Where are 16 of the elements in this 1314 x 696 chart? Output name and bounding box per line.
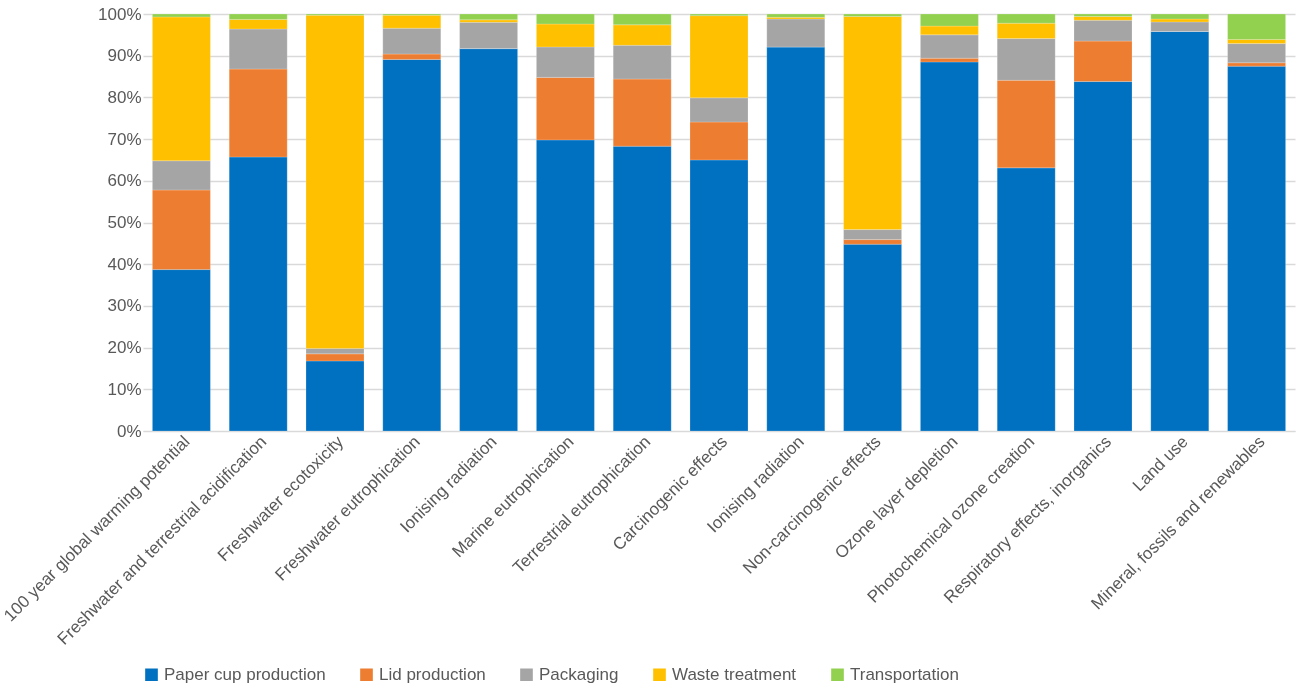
y-tick-label: 60% <box>107 171 142 191</box>
y-tick-label: 0% <box>116 421 142 441</box>
y-tick-label: 50% <box>107 213 142 232</box>
legend-label: Packaging <box>539 664 619 684</box>
y-tick-label: 10% <box>107 379 142 399</box>
legend-label: Waste treatment <box>672 664 797 684</box>
y-tick-label: 80% <box>107 87 142 107</box>
y-tick-label: 90% <box>107 46 142 66</box>
legend-label: Paper cup production <box>164 664 326 684</box>
legend-label: Lid production <box>379 664 486 684</box>
y-tick-label: 40% <box>107 254 142 274</box>
y-tick-label: 100% <box>98 4 142 24</box>
y-tick-label: 70% <box>107 129 142 149</box>
y-tick-label: 20% <box>107 338 142 358</box>
legend-label: Transportation <box>850 664 959 684</box>
y-tick-label: 30% <box>107 296 142 316</box>
